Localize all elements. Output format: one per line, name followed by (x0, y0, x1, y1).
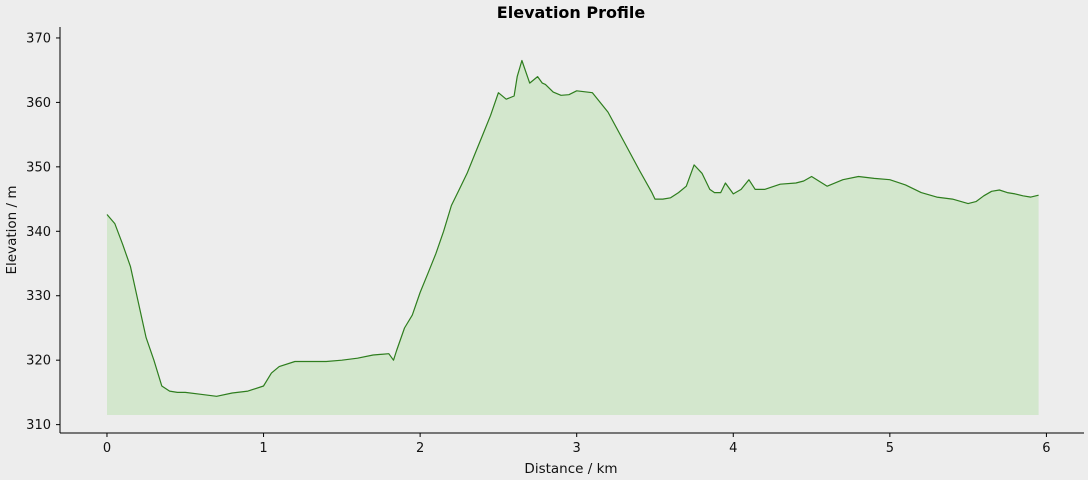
y-tick-label: 340 (26, 225, 51, 240)
x-tick-label: 2 (416, 441, 424, 456)
x-tick-label: 0 (103, 441, 111, 456)
y-tick-label: 320 (26, 354, 51, 369)
x-axis-label: Distance / km (524, 461, 617, 477)
plot-area (106, 59, 1039, 415)
x-tick-label: 6 (1042, 441, 1050, 456)
y-tick-label: 350 (26, 160, 51, 175)
y-axis-ticks: 310 320 330 340 350 360 370 (26, 31, 60, 433)
y-tick-label: 330 (26, 289, 51, 304)
x-tick-label: 1 (259, 441, 267, 456)
x-tick-label: 5 (886, 441, 894, 456)
elevation-area-fill (107, 60, 1039, 415)
y-axis-label: Elevation / m (4, 186, 20, 275)
y-tick-label: 360 (26, 96, 51, 111)
y-tick-label: 370 (26, 31, 51, 46)
elevation-line (106, 59, 1039, 397)
chart-title: Elevation Profile (497, 3, 646, 22)
x-tick-label: 4 (729, 441, 737, 456)
x-axis-ticks: 0 1 2 3 4 5 6 (103, 433, 1051, 456)
x-tick-label: 3 (573, 441, 581, 456)
y-tick-label: 310 (26, 418, 51, 433)
